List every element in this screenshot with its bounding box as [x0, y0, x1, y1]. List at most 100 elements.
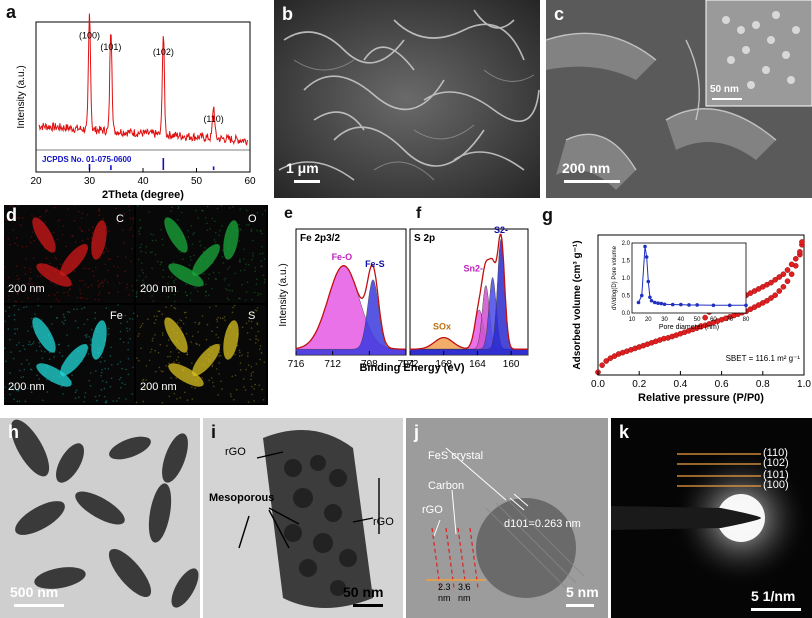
eds-noise-dot — [253, 388, 255, 390]
eds-noise-dot — [216, 207, 219, 210]
eds-tile-fe — [4, 304, 135, 404]
eds-noise-dot — [170, 377, 173, 379]
eds-noise-dot — [174, 307, 177, 310]
eds-noise-dot — [4, 386, 6, 388]
eds-noise-dot — [229, 393, 232, 395]
eds-noise-dot — [260, 352, 263, 354]
eds-noise-dot — [126, 330, 129, 332]
eds-noise-dot — [4, 320, 7, 323]
eds-noise-dot — [173, 288, 176, 291]
xrd-chart: (100)(101) (102) (110) JCPDS No. 01-075-060… — [16, 13, 256, 201]
eds-noise-dot — [112, 400, 114, 402]
eds-noise-dot — [204, 295, 207, 297]
eds-noise-dot — [214, 277, 217, 280]
eds-noise-dot — [98, 394, 101, 397]
eds-noise-dot — [148, 211, 150, 213]
bet-y-axis-title: Adsorbed volume (cm³ g⁻¹) — [572, 240, 583, 369]
eds-noise-dot — [36, 374, 38, 377]
eds-noise-dot — [16, 400, 19, 403]
eds-tile-bg — [4, 305, 134, 403]
inset-x-axis-title: Pore diameter (nm) — [659, 324, 719, 331]
eds-noise-dot — [158, 366, 161, 369]
eds-noise-dot — [85, 336, 88, 338]
eds-noise-dot — [9, 243, 12, 246]
eds-noise-dot — [8, 298, 10, 301]
eds-noise-dot — [83, 306, 86, 309]
eds-noise-dot — [35, 287, 38, 290]
eds-noise-dot — [86, 318, 89, 321]
eds-noise-dot — [257, 292, 260, 295]
eds-noise-dot — [205, 338, 208, 341]
eds-noise-dot — [221, 256, 224, 258]
eds-noise-dot — [139, 219, 141, 222]
eds-noise-dot — [145, 276, 147, 278]
eds-noise-dot — [11, 205, 14, 208]
eds-noise-dot — [108, 291, 110, 294]
eds-noise-dot — [186, 353, 189, 356]
eds-noise-dot — [194, 387, 196, 389]
eds-noise-dot — [212, 381, 214, 384]
eds-noise-dot — [239, 260, 241, 263]
eds-noise-dot — [23, 368, 26, 371]
eds-noise-dot — [31, 283, 33, 286]
eds-noise-dot — [61, 321, 64, 323]
eds-noise-dot — [151, 340, 154, 342]
eds-noise-dot — [117, 363, 119, 365]
inset-point — [679, 302, 683, 307]
eds-noise-dot — [217, 336, 220, 339]
eds-noise-dot — [74, 320, 77, 322]
bet-adsorption-point — [768, 295, 774, 301]
eds-noise-dot — [152, 234, 155, 236]
eds-noise-dot — [197, 323, 200, 325]
eds-noise-dot — [62, 393, 64, 395]
eds-noise-dot — [239, 362, 242, 364]
eds-noise-dot — [83, 396, 86, 398]
eds-noise-dot — [100, 388, 103, 391]
eds-noise-dot — [226, 297, 229, 300]
eds-noise-dot — [208, 273, 210, 276]
eds-noise-dot — [241, 354, 243, 356]
eds-noise-dot — [245, 368, 247, 371]
eds-noise-dot — [152, 337, 154, 340]
eds-noise-dot — [24, 400, 27, 403]
eds-noise-dot — [32, 257, 35, 259]
eds-noise-dot — [196, 343, 198, 346]
eds-noise-dot — [250, 327, 253, 329]
inset-x-tick-label: 50 — [694, 317, 701, 323]
eds-noise-dot — [117, 275, 119, 277]
bet-chart: 0.0 0.2 0.4 0.6 0.8 1.0 Relative pressure (P/P… — [572, 234, 811, 404]
eds-noise-dot — [119, 360, 122, 363]
inset-x-tick-label: 30 — [661, 317, 668, 323]
eds-noise-dot — [79, 296, 82, 299]
eds-noise-dot — [173, 279, 175, 282]
eds-noise-dot — [139, 326, 142, 329]
eds-noise-dot — [239, 369, 242, 371]
eds-noise-dot — [190, 341, 193, 343]
panel-label-g: g — [542, 205, 553, 225]
eds-noise-dot — [22, 290, 24, 293]
eds-noise-dot — [255, 335, 257, 337]
eds-noise-dot — [107, 368, 110, 370]
bet-desorption-point — [797, 249, 803, 255]
eds-noise-dot — [40, 319, 43, 321]
eds-noise-dot — [108, 327, 110, 330]
eds-noise-dot — [7, 295, 10, 297]
eds-noise-dot — [31, 215, 33, 217]
eds-noise-dot — [19, 224, 22, 226]
eds-noise-dot — [8, 315, 10, 317]
eds-noise-dot — [238, 349, 241, 352]
panel-k-saed: k (110) (102) (101) (100) 5 1/nm — [611, 418, 812, 618]
eds-noise-dot — [184, 291, 187, 293]
eds-noise-dot — [137, 359, 140, 362]
eds-noise-dot — [10, 385, 13, 388]
eds-noise-dot — [71, 283, 73, 286]
eds-noise-dot — [127, 348, 129, 351]
eds-noise-dot — [221, 249, 224, 252]
eds-noise-dot — [8, 306, 11, 309]
eds-noise-dot — [243, 386, 245, 388]
eds-noise-dot — [179, 251, 182, 254]
eds-noise-dot — [105, 400, 108, 402]
eds-noise-dot — [15, 300, 18, 303]
eds-noise-dot — [216, 318, 218, 321]
eds-scale-s: 200 nm — [140, 381, 177, 393]
